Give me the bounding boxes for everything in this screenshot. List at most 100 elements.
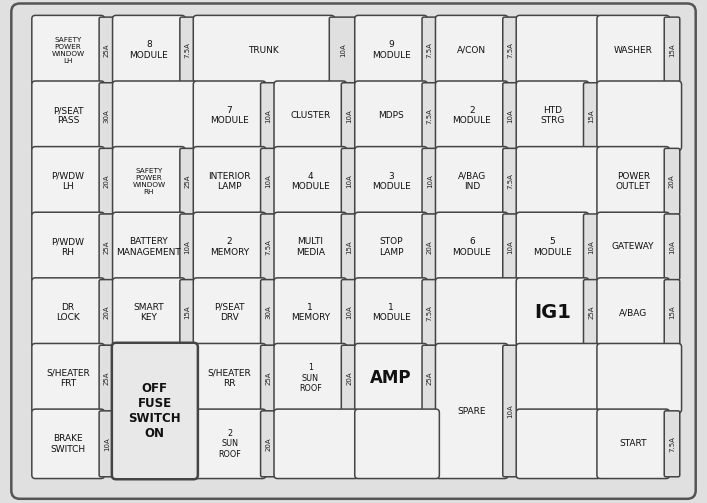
FancyBboxPatch shape xyxy=(355,409,439,478)
Text: HTD
STRG: HTD STRG xyxy=(540,106,565,125)
Text: GATEWAY: GATEWAY xyxy=(612,242,655,252)
FancyBboxPatch shape xyxy=(11,4,696,499)
FancyBboxPatch shape xyxy=(193,409,266,478)
Text: 10A: 10A xyxy=(104,437,110,451)
Text: 10A: 10A xyxy=(265,109,271,123)
FancyBboxPatch shape xyxy=(261,214,276,280)
FancyBboxPatch shape xyxy=(422,214,438,280)
Text: 10A: 10A xyxy=(669,240,675,254)
Text: WASHER: WASHER xyxy=(614,46,653,55)
FancyBboxPatch shape xyxy=(193,16,334,85)
FancyBboxPatch shape xyxy=(32,344,105,413)
FancyBboxPatch shape xyxy=(193,278,266,347)
Text: 25A: 25A xyxy=(265,371,271,385)
FancyBboxPatch shape xyxy=(274,344,346,413)
FancyBboxPatch shape xyxy=(355,81,427,150)
FancyBboxPatch shape xyxy=(355,16,427,85)
FancyBboxPatch shape xyxy=(503,82,518,149)
Text: SAFETY
POWER
WINDOW
RH: SAFETY POWER WINDOW RH xyxy=(132,168,165,195)
FancyBboxPatch shape xyxy=(583,280,599,346)
FancyBboxPatch shape xyxy=(516,278,589,347)
Text: 2
MODULE: 2 MODULE xyxy=(452,106,491,125)
FancyBboxPatch shape xyxy=(180,214,195,280)
Text: TRUNK: TRUNK xyxy=(249,46,279,55)
FancyBboxPatch shape xyxy=(355,146,427,216)
FancyBboxPatch shape xyxy=(261,148,276,214)
FancyBboxPatch shape xyxy=(436,16,508,85)
FancyBboxPatch shape xyxy=(112,343,198,479)
Text: 25A: 25A xyxy=(588,306,595,319)
FancyBboxPatch shape xyxy=(193,146,266,216)
Text: 7.5A: 7.5A xyxy=(185,42,191,58)
FancyBboxPatch shape xyxy=(180,280,195,346)
FancyBboxPatch shape xyxy=(32,409,105,478)
FancyBboxPatch shape xyxy=(341,345,357,411)
FancyBboxPatch shape xyxy=(261,280,276,346)
FancyBboxPatch shape xyxy=(32,16,105,85)
FancyBboxPatch shape xyxy=(112,81,197,150)
Text: 25A: 25A xyxy=(185,175,191,188)
Text: A/CON: A/CON xyxy=(457,46,486,55)
FancyBboxPatch shape xyxy=(597,16,670,85)
Text: 1
SUN
ROOF: 1 SUN ROOF xyxy=(299,363,322,393)
FancyBboxPatch shape xyxy=(112,16,185,85)
Text: P/SEAT
DRV: P/SEAT DRV xyxy=(214,303,245,322)
FancyBboxPatch shape xyxy=(99,82,115,149)
Text: 25A: 25A xyxy=(427,371,433,385)
FancyBboxPatch shape xyxy=(112,146,185,216)
Text: 7.5A: 7.5A xyxy=(427,305,433,320)
Text: 7.5A: 7.5A xyxy=(427,42,433,58)
Text: 15A: 15A xyxy=(588,109,595,123)
FancyBboxPatch shape xyxy=(274,278,346,347)
Text: S/HEATER
FRT: S/HEATER FRT xyxy=(46,369,90,388)
Text: 10A: 10A xyxy=(340,43,346,57)
FancyBboxPatch shape xyxy=(436,146,508,216)
FancyBboxPatch shape xyxy=(193,212,266,282)
Text: BATTERY
MANAGEMENT: BATTERY MANAGEMENT xyxy=(117,237,181,257)
FancyBboxPatch shape xyxy=(341,82,357,149)
FancyBboxPatch shape xyxy=(180,17,195,83)
Text: AMP: AMP xyxy=(370,369,411,387)
Text: IG1: IG1 xyxy=(534,303,571,322)
Text: INTERIOR
LAMP: INTERIOR LAMP xyxy=(209,172,251,191)
FancyBboxPatch shape xyxy=(99,411,115,477)
FancyBboxPatch shape xyxy=(664,214,680,280)
FancyBboxPatch shape xyxy=(99,214,115,280)
FancyBboxPatch shape xyxy=(329,17,357,83)
FancyBboxPatch shape xyxy=(261,411,276,477)
Text: 15A: 15A xyxy=(346,240,352,254)
Text: 5
MODULE: 5 MODULE xyxy=(533,237,572,257)
FancyBboxPatch shape xyxy=(355,344,427,413)
FancyBboxPatch shape xyxy=(583,214,599,280)
Text: 20A: 20A xyxy=(346,371,352,385)
FancyBboxPatch shape xyxy=(99,17,115,83)
FancyBboxPatch shape xyxy=(436,344,508,478)
FancyBboxPatch shape xyxy=(503,214,518,280)
FancyBboxPatch shape xyxy=(112,278,185,347)
Text: 4
MODULE: 4 MODULE xyxy=(291,172,329,191)
FancyBboxPatch shape xyxy=(503,148,518,214)
Text: P/WDW
RH: P/WDW RH xyxy=(52,237,85,257)
Text: 15A: 15A xyxy=(185,306,191,319)
FancyBboxPatch shape xyxy=(261,345,276,411)
Text: 1
MEMORY: 1 MEMORY xyxy=(291,303,330,322)
Text: 7.5A: 7.5A xyxy=(427,108,433,124)
FancyBboxPatch shape xyxy=(274,81,346,150)
FancyBboxPatch shape xyxy=(597,212,670,282)
Text: MULTI
MEDIA: MULTI MEDIA xyxy=(296,237,325,257)
FancyBboxPatch shape xyxy=(436,212,508,282)
Text: 2
SUN
ROOF: 2 SUN ROOF xyxy=(218,429,241,459)
FancyBboxPatch shape xyxy=(112,212,185,282)
FancyBboxPatch shape xyxy=(597,409,670,478)
Text: 20A: 20A xyxy=(669,175,675,188)
Text: SAFETY
POWER
WINDOW
LH: SAFETY POWER WINDOW LH xyxy=(52,37,85,63)
FancyBboxPatch shape xyxy=(516,146,601,216)
FancyBboxPatch shape xyxy=(597,81,682,150)
Text: 10A: 10A xyxy=(508,109,513,123)
FancyBboxPatch shape xyxy=(516,344,601,413)
Text: 3
MODULE: 3 MODULE xyxy=(372,172,410,191)
FancyBboxPatch shape xyxy=(597,278,670,347)
Text: BRAKE
SWITCH: BRAKE SWITCH xyxy=(51,434,86,454)
FancyBboxPatch shape xyxy=(32,278,105,347)
Text: 15A: 15A xyxy=(669,43,675,57)
